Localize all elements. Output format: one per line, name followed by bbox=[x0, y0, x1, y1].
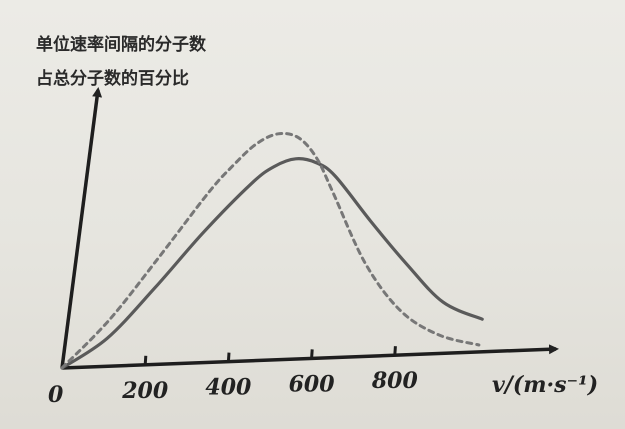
y-axis-label-line-1: 单位速率间隔的分子数 bbox=[36, 34, 207, 55]
series-solid-curve bbox=[60, 157, 484, 370]
x-axis bbox=[61, 344, 559, 370]
x-ticks bbox=[143, 346, 397, 365]
series-dashed-curve bbox=[60, 131, 481, 370]
x-tick-label-200: 200 bbox=[121, 378, 169, 404]
x-axis-label: v/(m·s⁻¹) bbox=[492, 372, 598, 398]
x-tick-label-800: 800 bbox=[371, 368, 419, 394]
x-tick-label-400: 400 bbox=[205, 375, 252, 401]
x-tick-200 bbox=[143, 355, 148, 365]
series-lines bbox=[60, 131, 484, 370]
y-axis bbox=[60, 87, 103, 369]
y-axis-label-line-2: 占总分子数的百分比 bbox=[36, 68, 189, 89]
x-tick-600 bbox=[310, 349, 314, 359]
x-tick-labels: 200 400 600 800 bbox=[121, 368, 418, 404]
origin-label: 0 bbox=[48, 382, 64, 408]
x-tick-label-600: 600 bbox=[289, 371, 336, 397]
x-tick-400 bbox=[226, 352, 231, 362]
x-tick-800 bbox=[393, 346, 397, 356]
